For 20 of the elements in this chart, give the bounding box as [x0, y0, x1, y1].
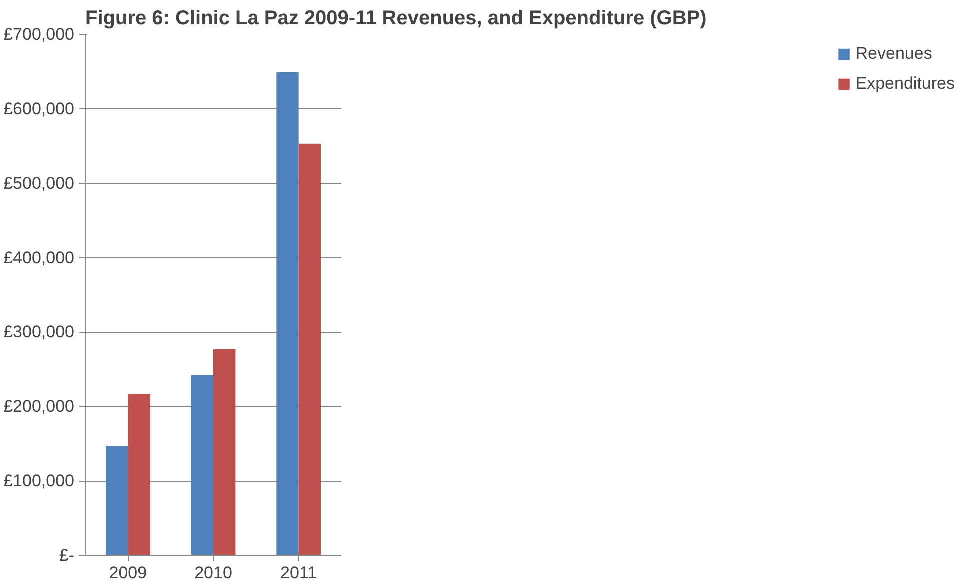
bar: [276, 72, 299, 556]
x-tick-label: 2011: [280, 564, 318, 582]
bar: [298, 144, 322, 556]
y-tick-label: £400,000: [4, 248, 74, 268]
bar: [191, 375, 214, 556]
y-tick-label: £700,000: [4, 25, 74, 44]
y-tick-label: £300,000: [4, 322, 74, 342]
y-tick-label: £600,000: [4, 99, 74, 118]
x-tick-label: 2009: [109, 564, 148, 582]
bar: [214, 349, 236, 556]
legend-label: Expenditures: [856, 74, 955, 94]
text: Figure 6: Clinic La Paz 2009-11 Revenues, and Expenditure (GBP): [86, 8, 707, 30]
y-tick-label: £100,000: [4, 472, 74, 491]
x-tick-label: 2010: [194, 564, 232, 582]
y-tick-label: £-: [59, 546, 75, 565]
y-tick-label: £500,000: [4, 174, 74, 193]
y-tick-label: £200,000: [4, 397, 74, 416]
bar: [106, 446, 128, 556]
bar: [128, 394, 150, 556]
legend-label: Revenues: [856, 44, 932, 64]
